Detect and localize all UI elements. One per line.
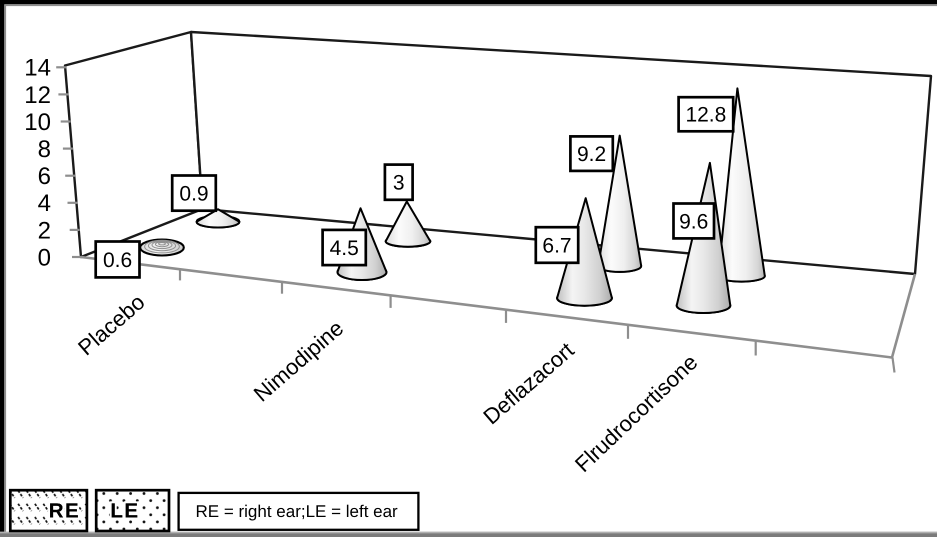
svg-text:6.7: 6.7: [542, 234, 571, 257]
svg-text:9.2: 9.2: [577, 143, 606, 166]
svg-text:8: 8: [38, 136, 51, 163]
svg-text:RE = right ear;LE = left ear: RE = right ear;LE = left ear: [196, 502, 399, 521]
svg-text:9.6: 9.6: [679, 210, 708, 233]
svg-text:0: 0: [38, 244, 51, 271]
svg-text:0.9: 0.9: [179, 183, 208, 206]
svg-text:0.6: 0.6: [103, 249, 132, 272]
svg-text:4.5: 4.5: [330, 237, 359, 260]
svg-text:3: 3: [393, 172, 405, 195]
svg-text:6: 6: [38, 163, 51, 190]
svg-text:RE: RE: [49, 500, 80, 523]
svg-text:12: 12: [24, 82, 51, 109]
svg-text:10: 10: [24, 109, 51, 136]
svg-text:LE: LE: [110, 500, 139, 523]
svg-text:12.8: 12.8: [685, 104, 726, 127]
svg-text:RE: RE: [49, 500, 80, 523]
svg-text:4: 4: [38, 190, 51, 217]
svg-text:LE: LE: [110, 500, 139, 523]
svg-text:2: 2: [38, 217, 51, 244]
svg-text:14: 14: [24, 55, 51, 82]
